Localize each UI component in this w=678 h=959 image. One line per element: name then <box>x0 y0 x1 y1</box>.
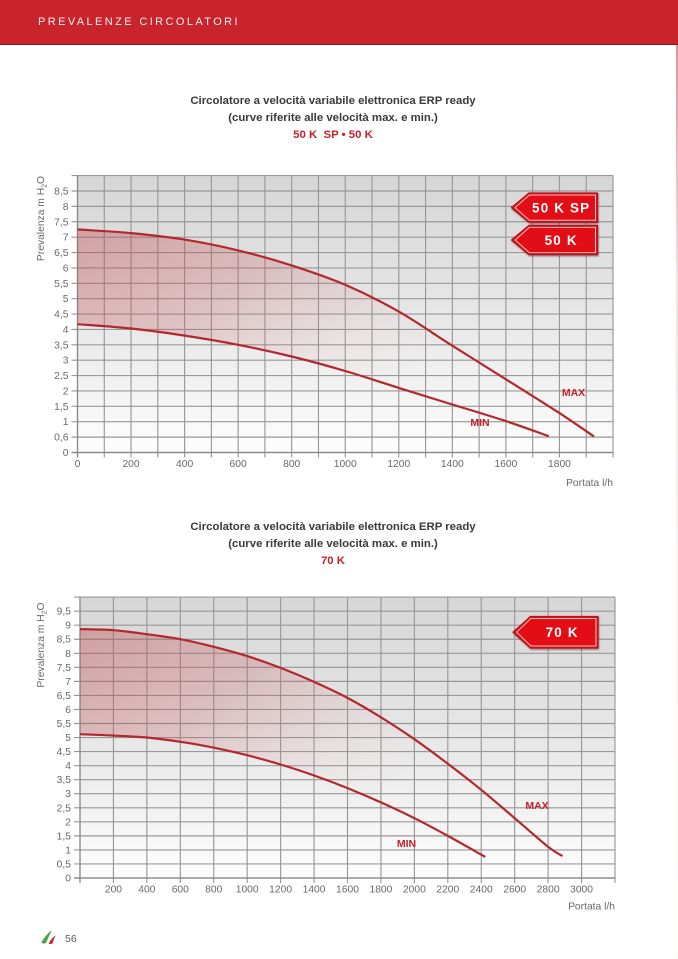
svg-text:Prevalenza m H2O: Prevalenza m H2O <box>36 602 49 687</box>
svg-text:Prevalenza m H2O: Prevalenza m H2O <box>36 176 49 261</box>
svg-text:9,5: 9,5 <box>57 607 72 618</box>
svg-text:2: 2 <box>65 817 71 828</box>
svg-text:5,5: 5,5 <box>57 719 72 730</box>
svg-text:400: 400 <box>138 885 155 896</box>
svg-text:800: 800 <box>283 459 300 470</box>
svg-text:200: 200 <box>122 459 139 470</box>
svg-text:70 K: 70 K <box>546 625 579 640</box>
svg-text:7,5: 7,5 <box>54 217 69 228</box>
svg-text:1200: 1200 <box>387 459 410 470</box>
svg-text:600: 600 <box>230 459 247 470</box>
svg-text:MIN: MIN <box>397 838 416 850</box>
svg-text:2400: 2400 <box>470 885 493 896</box>
svg-text:50 K SP: 50 K SP <box>532 200 590 215</box>
svg-text:1400: 1400 <box>441 459 464 470</box>
svg-text:1000: 1000 <box>334 459 357 470</box>
svg-text:1,5: 1,5 <box>57 831 72 842</box>
svg-text:2200: 2200 <box>436 885 459 896</box>
svg-text:200: 200 <box>105 885 122 896</box>
svg-text:MAX: MAX <box>525 800 548 812</box>
svg-text:6: 6 <box>65 705 71 716</box>
svg-text:5: 5 <box>65 733 71 744</box>
svg-text:3000: 3000 <box>570 885 593 896</box>
svg-text:3,5: 3,5 <box>57 775 72 786</box>
svg-text:3,5: 3,5 <box>54 340 69 351</box>
svg-text:4: 4 <box>63 325 69 336</box>
svg-text:1800: 1800 <box>369 885 392 896</box>
svg-text:4,5: 4,5 <box>57 747 72 758</box>
svg-text:1000: 1000 <box>236 885 259 896</box>
svg-text:0,5: 0,5 <box>57 859 72 870</box>
svg-text:2800: 2800 <box>537 885 560 896</box>
svg-text:1: 1 <box>63 417 69 428</box>
svg-text:6,5: 6,5 <box>54 248 69 259</box>
svg-text:1400: 1400 <box>303 885 326 896</box>
svg-text:8,5: 8,5 <box>57 635 72 646</box>
svg-text:600: 600 <box>172 885 189 896</box>
svg-text:4: 4 <box>65 761 71 772</box>
svg-text:4,5: 4,5 <box>54 310 69 321</box>
svg-text:800: 800 <box>205 885 222 896</box>
svg-text:2600: 2600 <box>503 885 526 896</box>
svg-text:3: 3 <box>65 789 71 800</box>
svg-text:MAX: MAX <box>562 387 585 399</box>
svg-text:Portata l/h: Portata l/h <box>568 902 615 913</box>
svg-text:1600: 1600 <box>336 885 359 896</box>
svg-text:2000: 2000 <box>403 885 426 896</box>
svg-text:8,5: 8,5 <box>54 186 69 197</box>
svg-text:2,5: 2,5 <box>54 371 69 382</box>
svg-text:3: 3 <box>63 356 69 367</box>
svg-text:1600: 1600 <box>494 459 517 470</box>
svg-text:0,6: 0,6 <box>54 433 69 444</box>
svg-text:7,5: 7,5 <box>57 663 72 674</box>
svg-text:400: 400 <box>176 459 193 470</box>
svg-text:7: 7 <box>63 233 69 244</box>
svg-text:8: 8 <box>63 202 69 213</box>
svg-text:5,5: 5,5 <box>54 279 69 290</box>
svg-text:0: 0 <box>75 459 81 470</box>
svg-text:8: 8 <box>65 649 71 660</box>
svg-text:6,5: 6,5 <box>57 691 72 702</box>
svg-text:1800: 1800 <box>548 459 571 470</box>
svg-text:MIN: MIN <box>470 417 489 429</box>
svg-text:5: 5 <box>63 294 69 305</box>
svg-text:9: 9 <box>65 621 71 632</box>
svg-text:1: 1 <box>65 845 71 856</box>
svg-text:0: 0 <box>65 874 71 885</box>
svg-text:6: 6 <box>63 263 69 274</box>
svg-text:Portata l/h: Portata l/h <box>566 478 613 489</box>
svg-text:2,5: 2,5 <box>57 803 72 814</box>
svg-text:1,5: 1,5 <box>54 402 69 413</box>
svg-text:1200: 1200 <box>269 885 292 896</box>
svg-text:2: 2 <box>63 386 69 397</box>
svg-text:7: 7 <box>65 677 71 688</box>
svg-text:0: 0 <box>63 448 69 459</box>
svg-text:50 K: 50 K <box>545 233 578 248</box>
